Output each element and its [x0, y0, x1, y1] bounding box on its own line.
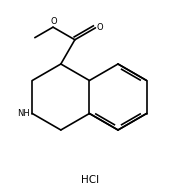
Text: O: O	[96, 23, 103, 32]
Text: NH: NH	[18, 109, 30, 118]
Text: O: O	[50, 17, 57, 26]
Text: HCl: HCl	[81, 175, 99, 185]
